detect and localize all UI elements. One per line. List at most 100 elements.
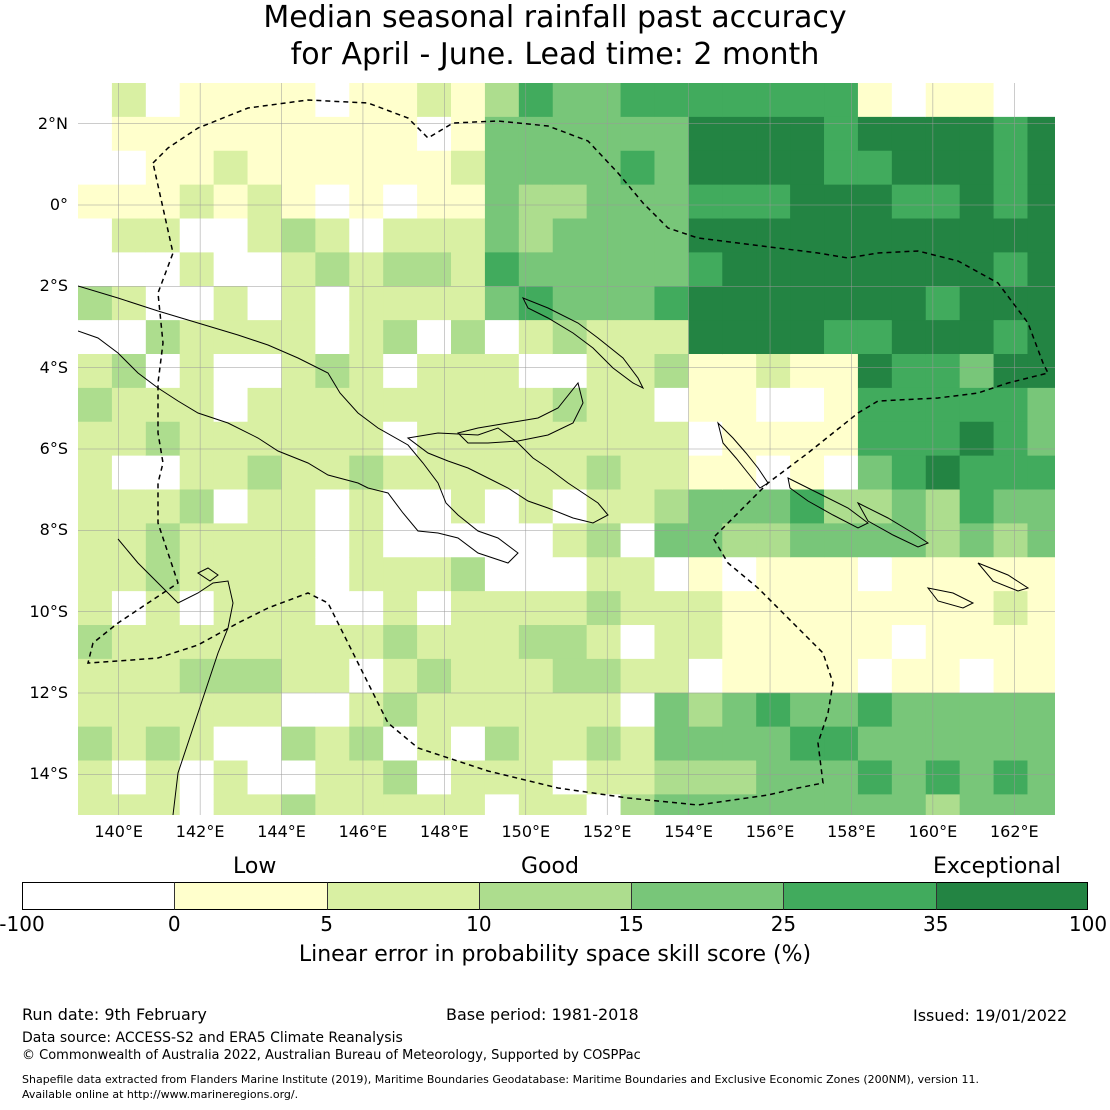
skill-cell [654,252,689,287]
skill-cell [925,557,961,592]
skill-cell [484,658,520,694]
skill-cell [925,387,961,423]
skill-cell [790,523,825,558]
skill-cell [756,658,791,694]
skill-cell [78,421,113,457]
skill-cell [891,252,927,287]
skill-cell [78,252,113,287]
skill-cell [315,591,350,626]
skill-cell [518,354,554,389]
skill-cell [145,726,181,762]
skill-cell [654,523,689,558]
skill-cell [993,150,1028,186]
skill-cell [722,252,757,287]
skill-cell [586,116,622,152]
skill-cell [925,252,961,287]
skill-cell [925,218,961,253]
skill-cell [959,726,995,762]
skill-cell [349,116,384,152]
colorbar-category-low: Low [233,854,277,879]
skill-cell [620,726,655,762]
skill-cell [179,489,215,524]
skill-cell [1027,354,1055,389]
skill-cell [959,354,995,389]
skill-cell [722,286,757,321]
skill-cell [417,286,452,321]
skill-cell [1027,625,1055,660]
skill-cell [688,150,723,186]
skill-cell [518,252,554,287]
skill-cell [552,252,588,287]
skill-cell [925,455,961,491]
skill-cell [824,794,859,815]
skill-cell [213,387,249,423]
skill-cell [722,692,757,728]
skill-cell [756,794,791,815]
skill-cell [654,150,689,186]
skill-cell [790,116,825,152]
skill-cell [654,760,689,795]
skill-cell [518,692,554,728]
skill-cell [247,760,282,795]
skill-cell [78,387,113,423]
y-tick-label: 14°S [29,764,68,784]
skill-cell [959,184,995,220]
skill-cell [857,116,893,152]
skill-cell [111,794,147,815]
skill-cell [383,150,418,186]
skill-cell [891,320,927,355]
skill-cell [213,320,249,355]
skill-cell [790,557,825,592]
skill-cell [349,83,384,118]
skill-cell [586,489,622,524]
skill-cell [111,150,147,186]
skill-cell [620,658,655,694]
skill-cell [925,625,961,660]
skill-cell [654,354,689,389]
x-tick-label: 162°E [989,822,1039,841]
skill-cell [349,286,384,321]
skill-cell [417,591,452,626]
skill-cell [722,184,757,220]
skill-cell [349,591,384,626]
skill-cell [654,794,689,815]
skill-cell [586,760,622,795]
skill-cell [383,320,418,355]
skill-cell [756,150,791,186]
skill-cell [484,455,520,491]
skill-cell [383,557,418,592]
skill-cell [824,692,859,728]
skill-cell [1027,455,1055,491]
skill-cell [349,692,384,728]
skill-cell [315,760,350,795]
skill-cell [349,320,384,355]
skill-cell [451,218,486,253]
skill-cell [281,150,316,186]
skill-cell [179,150,215,186]
coastline-solomon-2 [856,501,930,548]
skill-cell [349,421,384,457]
skill-cell [111,184,147,220]
skill-cell [78,625,113,660]
skill-cell [891,625,927,660]
map-panel [78,83,1055,815]
skill-cell [891,489,927,524]
skill-cell [179,83,215,118]
skill-cell [213,794,249,815]
skill-cell [281,523,316,558]
skill-cell [111,116,147,152]
skill-cell [484,354,520,389]
colorbar-segment [174,882,327,910]
colorbar-tick-label: 35 [922,912,949,936]
skill-cell [722,150,757,186]
skill-cell [484,591,520,626]
skill-cell [78,794,113,815]
skill-cell [281,184,316,220]
skill-cell [281,692,316,728]
skill-cell [959,252,995,287]
skill-cell [857,557,893,592]
skill-cell [484,489,520,524]
skill-cell [281,387,316,423]
copyright: © Commonwealth of Australia 2022, Austra… [22,1048,641,1063]
skill-cell [145,794,181,815]
